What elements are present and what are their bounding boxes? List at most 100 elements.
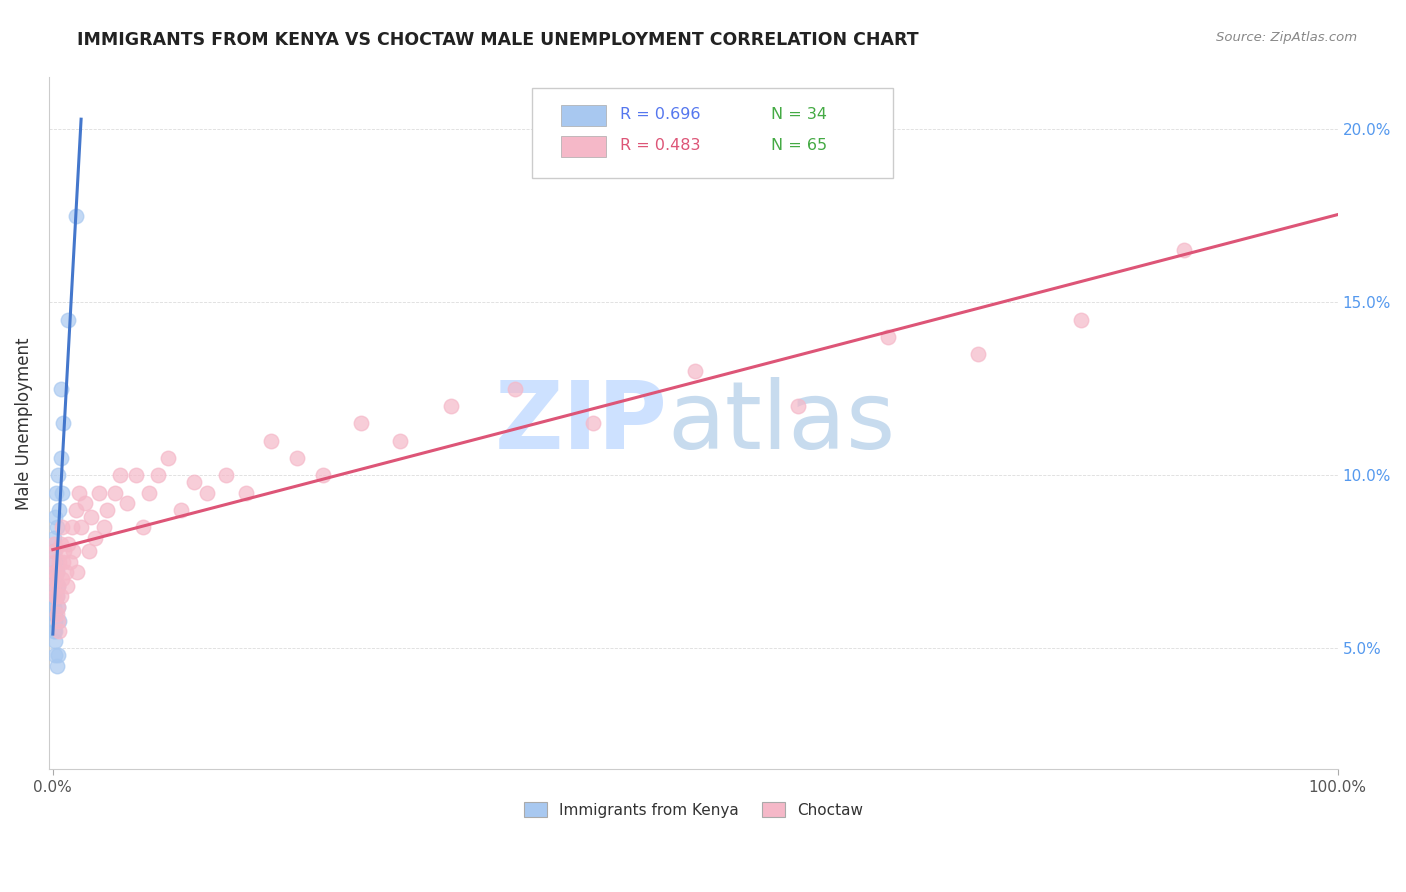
Point: [58, 312, 80, 326]
Point: [967, 347, 990, 361]
Point: [49, 382, 72, 396]
Point: [42, 537, 65, 551]
Point: [51, 572, 73, 586]
Point: [45, 607, 67, 621]
Text: R = 0.483: R = 0.483: [620, 137, 700, 153]
Point: [70, 520, 93, 534]
Point: [45, 590, 67, 604]
Point: [51, 520, 73, 534]
Point: [157, 450, 180, 465]
Point: [42, 596, 65, 610]
Point: [148, 468, 170, 483]
Point: [117, 496, 139, 510]
Point: [46, 614, 69, 628]
Point: [46, 579, 69, 593]
Point: [49, 537, 72, 551]
Point: [44, 590, 66, 604]
Legend: Immigrants from Kenya, Choctaw: Immigrants from Kenya, Choctaw: [517, 796, 869, 824]
Point: [125, 468, 148, 483]
Point: [77, 544, 100, 558]
Point: [45, 658, 67, 673]
Point: [80, 509, 103, 524]
Point: [260, 434, 283, 448]
Point: [42, 599, 65, 614]
Point: [60, 520, 83, 534]
FancyBboxPatch shape: [561, 105, 606, 126]
Point: [48, 624, 70, 638]
Point: [42, 607, 65, 621]
Point: [46, 468, 69, 483]
Point: [56, 579, 79, 593]
Point: [108, 468, 131, 483]
Point: [44, 607, 66, 621]
Point: [45, 485, 67, 500]
Point: [48, 614, 70, 628]
Point: [285, 450, 308, 465]
Point: [787, 399, 810, 413]
Point: [52, 555, 75, 569]
Point: [46, 599, 69, 614]
Point: [183, 475, 205, 490]
Text: N = 65: N = 65: [770, 137, 827, 153]
Point: [42, 579, 65, 593]
Point: [44, 531, 66, 545]
Point: [96, 503, 118, 517]
Point: [440, 399, 463, 413]
Point: [45, 520, 67, 534]
Point: [73, 496, 96, 510]
Point: [44, 572, 66, 586]
Point: [67, 485, 90, 500]
Point: [44, 572, 66, 586]
Point: [877, 330, 900, 344]
Text: Source: ZipAtlas.com: Source: ZipAtlas.com: [1216, 31, 1357, 45]
Point: [350, 417, 373, 431]
Point: [44, 648, 66, 662]
Point: [52, 417, 75, 431]
Point: [44, 624, 66, 638]
Point: [44, 544, 66, 558]
Point: [46, 648, 69, 662]
Point: [55, 565, 77, 579]
Text: IMMIGRANTS FROM KENYA VS CHOCTAW MALE UNEMPLOYMENT CORRELATION CHART: IMMIGRANTS FROM KENYA VS CHOCTAW MALE UN…: [77, 31, 920, 49]
Point: [215, 468, 238, 483]
Point: [44, 509, 66, 524]
Point: [65, 209, 87, 223]
Point: [42, 624, 65, 638]
Point: [685, 364, 707, 378]
FancyBboxPatch shape: [533, 87, 893, 178]
Point: [45, 565, 67, 579]
Point: [46, 599, 69, 614]
Point: [87, 485, 110, 500]
Point: [62, 544, 84, 558]
Point: [138, 485, 160, 500]
Point: [44, 565, 66, 579]
Point: [45, 565, 67, 579]
Point: [49, 590, 72, 604]
Point: [195, 485, 218, 500]
FancyBboxPatch shape: [561, 136, 606, 157]
Text: N = 34: N = 34: [770, 107, 827, 121]
Point: [132, 520, 155, 534]
Text: R = 0.696: R = 0.696: [620, 107, 700, 121]
Point: [53, 544, 76, 558]
Point: [505, 382, 527, 396]
Point: [103, 485, 125, 500]
Text: ZIP: ZIP: [495, 377, 668, 469]
Point: [581, 417, 603, 431]
Point: [42, 555, 65, 569]
Point: [93, 520, 115, 534]
Point: [49, 450, 72, 465]
Point: [44, 614, 66, 628]
Point: [1070, 312, 1092, 326]
Point: [48, 503, 70, 517]
Point: [42, 565, 65, 579]
Point: [44, 555, 66, 569]
Point: [44, 634, 66, 648]
Point: [46, 579, 69, 593]
Y-axis label: Male Unemployment: Male Unemployment: [15, 337, 32, 509]
Text: atlas: atlas: [668, 377, 896, 469]
Point: [235, 485, 257, 500]
Point: [58, 555, 80, 569]
Point: [66, 565, 89, 579]
Point: [48, 555, 70, 569]
